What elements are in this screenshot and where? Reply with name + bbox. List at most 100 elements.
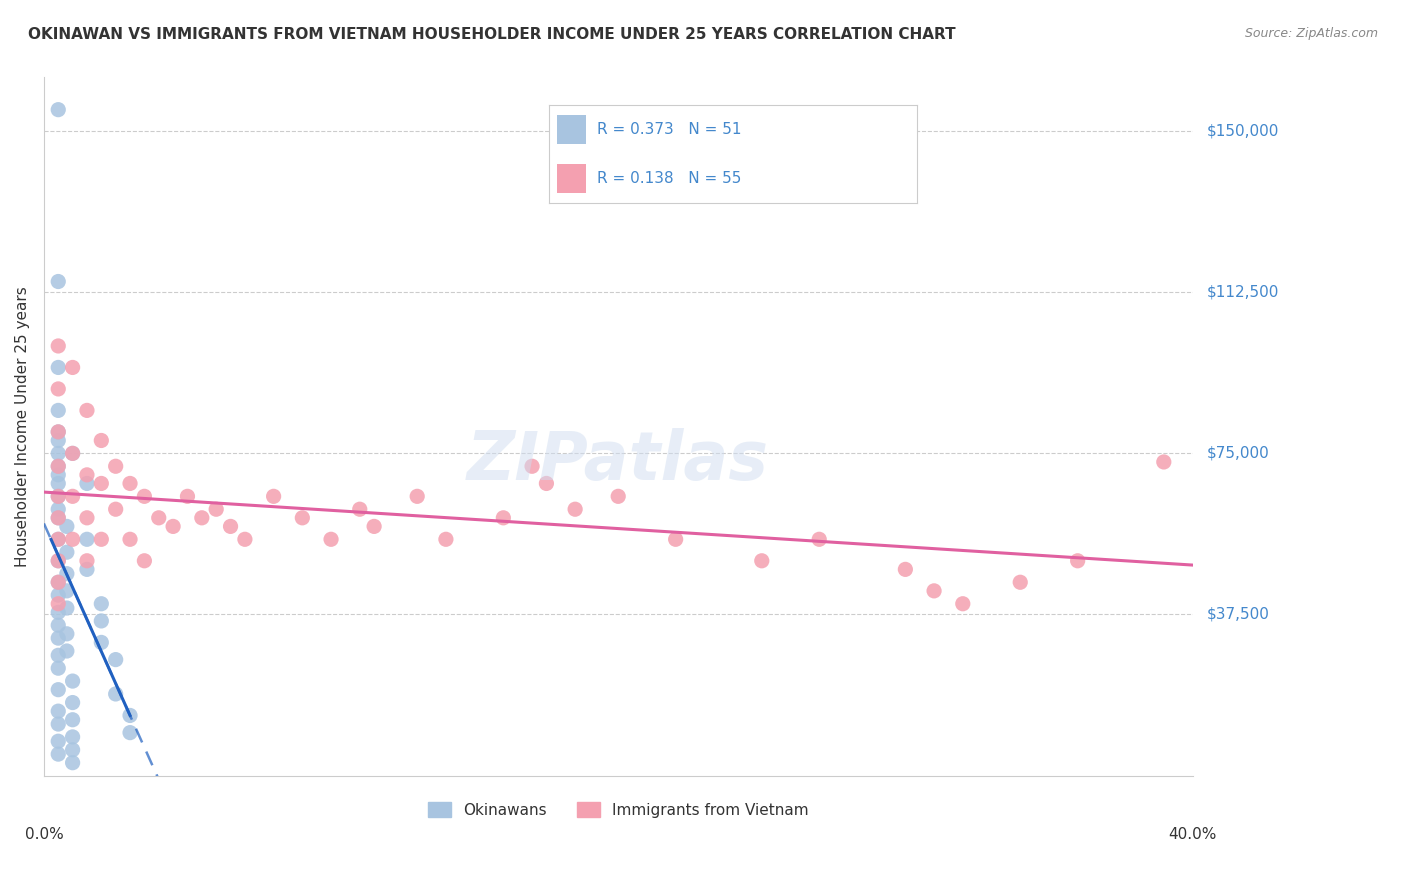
Point [46,467,69,482]
Point [46,459,69,474]
Point [90,635,112,649]
Point [233,533,256,547]
Y-axis label: Householder Income Under 25 years: Householder Income Under 25 years [15,286,30,567]
Point [205,502,228,516]
Point [46,631,69,645]
Point [46,648,69,663]
Text: $75,000: $75,000 [1206,446,1270,461]
Text: $112,500: $112,500 [1206,285,1279,300]
Point [263,489,285,503]
Point [118,725,141,739]
Point [46,575,69,590]
Text: 0.0%: 0.0% [24,827,63,842]
Legend: Okinawans, Immigrants from Vietnam: Okinawans, Immigrants from Vietnam [422,796,815,824]
Point [118,708,141,723]
Point [46,704,69,718]
Point [62,730,84,744]
Point [56,601,79,615]
Point [62,674,84,689]
Point [104,502,127,516]
Point [1066,554,1088,568]
Point [46,403,69,417]
Point [46,511,69,525]
Point [46,597,69,611]
Point [1010,575,1032,590]
Point [62,696,84,710]
Point [46,502,69,516]
Point [176,489,198,503]
Point [62,756,84,770]
Point [46,382,69,396]
Point [76,533,98,547]
Point [952,597,974,611]
Point [134,554,156,568]
Point [56,519,79,533]
Point [162,519,184,533]
Point [90,434,112,448]
Point [104,687,127,701]
Point [56,545,79,559]
Point [46,489,69,503]
Point [46,489,69,503]
Point [134,489,156,503]
Point [46,717,69,731]
Point [434,533,457,547]
Point [56,566,79,581]
Point [46,425,69,439]
Point [90,476,112,491]
Text: $150,000: $150,000 [1206,124,1279,138]
Point [219,519,242,533]
Point [76,476,98,491]
Point [56,627,79,641]
Point [291,511,314,525]
Point [894,562,917,576]
Point [1153,455,1175,469]
Point [46,425,69,439]
Text: 40.0%: 40.0% [1168,827,1216,842]
Point [46,459,69,474]
Point [148,511,170,525]
Point [665,533,688,547]
Point [46,446,69,460]
Point [56,583,79,598]
Point [46,588,69,602]
Point [607,489,630,503]
Point [46,360,69,375]
Point [349,502,371,516]
Point [520,459,543,474]
Point [46,618,69,632]
Point [62,360,84,375]
Point [46,575,69,590]
Point [62,446,84,460]
Point [922,583,945,598]
Point [46,511,69,525]
Point [76,467,98,482]
Point [46,734,69,748]
Point [90,533,112,547]
Point [46,434,69,448]
Point [76,554,98,568]
Point [363,519,385,533]
Point [46,476,69,491]
Point [492,511,515,525]
Point [46,339,69,353]
Point [62,446,84,460]
Point [118,533,141,547]
Point [62,713,84,727]
Point [62,533,84,547]
Point [62,489,84,503]
Point [406,489,429,503]
Point [62,743,84,757]
Point [104,652,127,666]
Point [46,103,69,117]
Point [46,682,69,697]
Point [56,644,79,658]
Point [46,533,69,547]
Point [76,511,98,525]
Point [191,511,214,525]
Text: OKINAWAN VS IMMIGRANTS FROM VIETNAM HOUSEHOLDER INCOME UNDER 25 YEARS CORRELATIO: OKINAWAN VS IMMIGRANTS FROM VIETNAM HOUS… [28,27,956,42]
Point [751,554,773,568]
Point [46,605,69,619]
Point [90,597,112,611]
Text: $37,500: $37,500 [1206,607,1270,622]
